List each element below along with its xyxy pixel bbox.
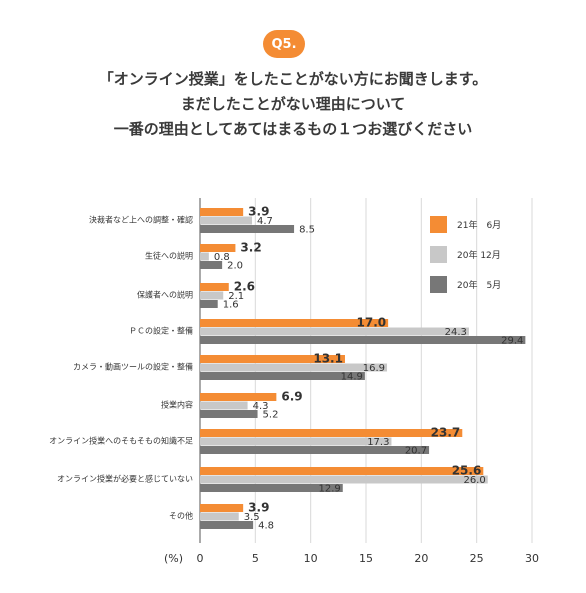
legend-swatch xyxy=(430,246,447,263)
data-label: 3.9 xyxy=(248,205,269,219)
bar xyxy=(200,372,365,380)
bar xyxy=(200,208,244,216)
bar xyxy=(200,327,469,336)
x-tick-label: 5 xyxy=(252,552,259,565)
x-tick-label: 10 xyxy=(304,552,318,565)
legend-swatch xyxy=(430,216,447,233)
data-label: 2.1 xyxy=(228,291,244,302)
category-label: 決裁者など上への調整・確認 xyxy=(89,215,193,225)
data-label: 23.7 xyxy=(431,426,461,440)
bar xyxy=(200,252,209,261)
legend-label: 21年 6月 xyxy=(457,219,501,231)
data-label: 0.8 xyxy=(214,252,230,263)
bar xyxy=(200,355,345,363)
data-label: 2.6 xyxy=(234,280,255,294)
data-label: 12.9 xyxy=(318,484,340,495)
category-label: その他 xyxy=(169,511,193,521)
data-label: 3.2 xyxy=(240,241,261,255)
bar xyxy=(200,401,248,410)
data-label: 8.5 xyxy=(299,225,315,236)
bar xyxy=(200,504,244,512)
data-label: 17.3 xyxy=(367,437,389,448)
bar xyxy=(200,475,488,484)
data-label: 24.3 xyxy=(445,327,467,338)
bar xyxy=(200,521,254,529)
category-label: ＰＣの設定・整備 xyxy=(129,326,193,336)
bar xyxy=(200,363,388,372)
data-label: 17.0 xyxy=(357,316,387,330)
bar xyxy=(200,410,258,418)
data-label: 5.2 xyxy=(263,410,279,421)
category-label: カメラ・動画ツールの設定・整備 xyxy=(73,362,193,372)
bar xyxy=(200,446,430,454)
bar xyxy=(200,261,223,269)
data-label: 25.6 xyxy=(452,464,482,478)
data-label: 6.9 xyxy=(281,390,302,404)
data-label: 13.1 xyxy=(313,352,343,366)
legend: 21年 6月 20年 12月 20年 5月 xyxy=(430,216,501,293)
bar xyxy=(200,300,218,308)
data-label: 4.7 xyxy=(257,216,273,227)
bar xyxy=(200,467,484,475)
bar xyxy=(200,319,389,327)
bar xyxy=(200,244,236,252)
legend-label: 20年 12月 xyxy=(457,249,501,261)
x-tick-label: 30 xyxy=(525,552,539,565)
data-label: 29.4 xyxy=(501,336,523,347)
data-label: 20.7 xyxy=(405,446,427,457)
category-label: 保護者への説明 xyxy=(137,290,193,300)
bar xyxy=(200,216,253,225)
legend-swatch xyxy=(430,276,447,293)
x-tick-label: 25 xyxy=(470,552,484,565)
title-line-2: まだしたことがない理由について xyxy=(180,95,406,113)
bar xyxy=(200,512,239,521)
category-label: 授業内容 xyxy=(161,400,193,410)
data-label: 3.9 xyxy=(248,501,269,515)
category-label: 生徒への説明 xyxy=(145,251,193,261)
bar xyxy=(200,437,392,446)
data-label: 1.6 xyxy=(223,300,239,311)
bar xyxy=(200,393,277,401)
data-label: 4.8 xyxy=(258,521,274,532)
question-badge: Q5. xyxy=(263,30,305,58)
bar xyxy=(200,225,295,233)
bar xyxy=(200,429,463,437)
bar xyxy=(200,283,229,291)
x-tick-label: 20 xyxy=(414,552,428,565)
category-label: オンライン授業が必要と感じていない xyxy=(57,474,193,484)
data-label: 2.0 xyxy=(227,261,243,272)
x-tick-label: 0 xyxy=(197,552,204,565)
title-line-1: 「オンライン授業」をしたことがない方にお聞きします。 xyxy=(98,70,488,88)
data-label: 4.3 xyxy=(253,401,269,412)
bar xyxy=(200,336,526,344)
bar xyxy=(200,484,343,492)
x-axis-unit-label: (%) xyxy=(164,552,183,565)
category-label: オンライン授業へのそもそもの知識不足 xyxy=(49,436,193,446)
data-label: 26.0 xyxy=(463,475,485,486)
title-line-3: 一番の理由としてあてはまるもの１つお選びください xyxy=(113,120,473,138)
x-tick-label: 15 xyxy=(359,552,373,565)
data-label: 16.9 xyxy=(363,363,385,374)
data-label: 14.9 xyxy=(341,372,363,383)
bar xyxy=(200,291,224,300)
data-label: 3.5 xyxy=(244,512,260,523)
legend-label: 20年 5月 xyxy=(457,279,501,291)
